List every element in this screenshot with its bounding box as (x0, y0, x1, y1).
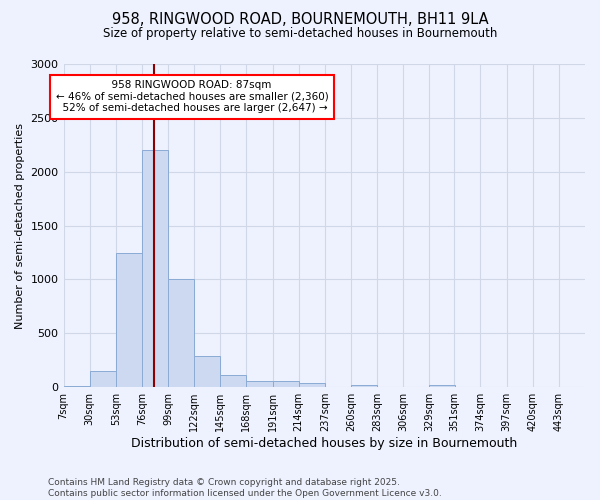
Bar (64, 386, 89, 387)
Bar (351, 384, 377, 387)
Bar (247, 380, 272, 387)
Bar (220, 375, 247, 387)
Text: 958, RINGWOOD ROAD, BOURNEMOUTH, BH11 9LA: 958, RINGWOOD ROAD, BOURNEMOUTH, BH11 9L… (112, 12, 488, 28)
Bar (89, 370, 116, 387)
Bar (430, 384, 455, 387)
Text: Size of property relative to semi-detached houses in Bournemouth: Size of property relative to semi-detach… (103, 28, 497, 40)
Bar (142, 150, 168, 387)
Text: 958 RINGWOOD ROAD: 87sqm  
← 46% of semi-detached houses are smaller (2,360)
  5: 958 RINGWOOD ROAD: 87sqm ← 46% of semi-d… (56, 80, 328, 114)
Bar (325, 386, 351, 387)
Bar (168, 280, 194, 387)
Bar (194, 356, 220, 387)
Text: Contains HM Land Registry data © Crown copyright and database right 2025.
Contai: Contains HM Land Registry data © Crown c… (48, 478, 442, 498)
Bar (116, 252, 142, 387)
Y-axis label: Number of semi-detached properties: Number of semi-detached properties (15, 122, 25, 328)
Bar (272, 382, 299, 387)
X-axis label: Distribution of semi-detached houses by size in Bournemouth: Distribution of semi-detached houses by … (131, 437, 517, 450)
Bar (299, 383, 325, 387)
